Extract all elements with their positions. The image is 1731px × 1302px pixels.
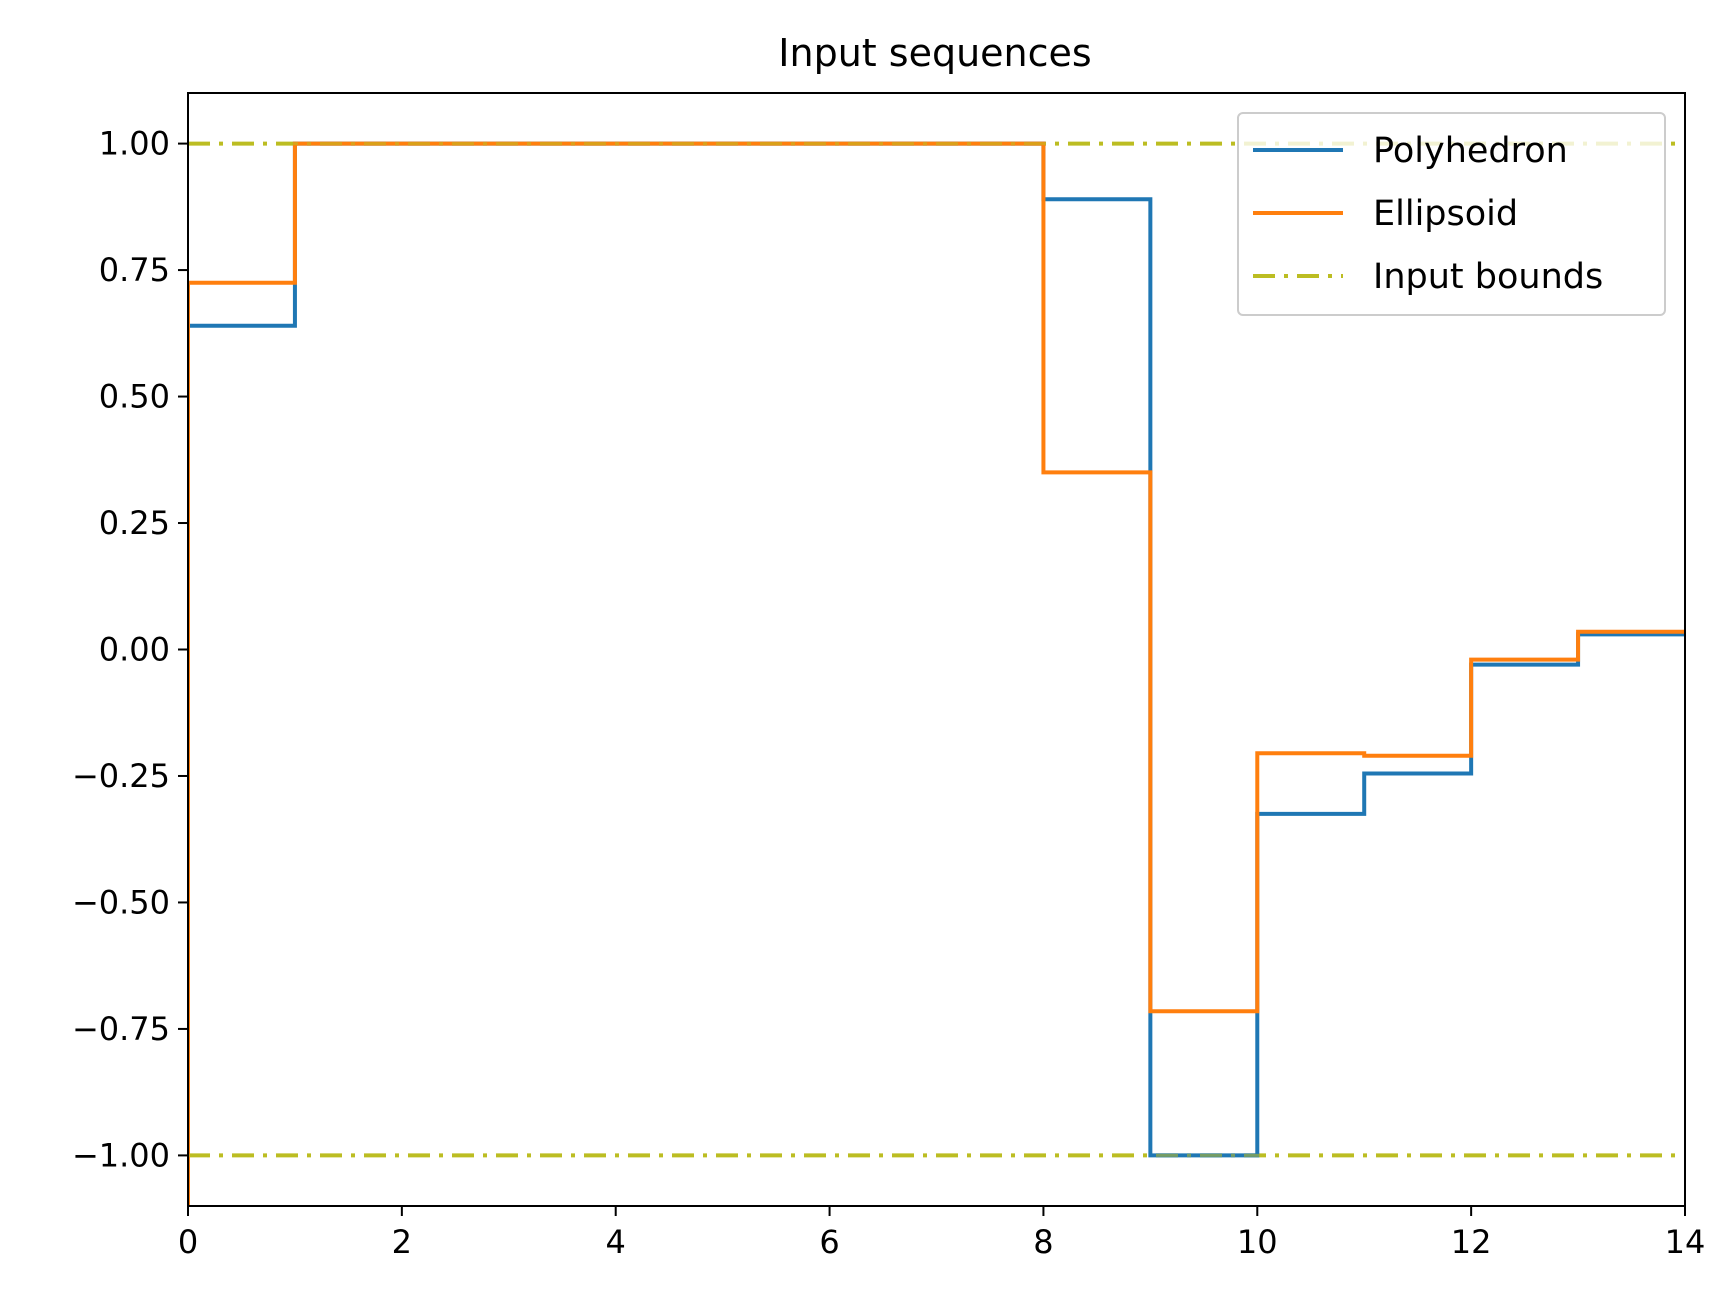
legend-label: Ellipsoid [1373,194,1518,234]
y-tick-label: −0.25 [72,757,170,795]
y-tick-label: 0.25 [99,504,170,542]
y-tick-label: 0.00 [99,631,170,669]
chart-title: Input sequences [778,31,1091,75]
y-tick-label: −0.50 [72,883,170,921]
x-tick-label: 4 [606,1223,626,1261]
legend-label: Input bounds [1373,257,1603,297]
y-tick-label: −1.00 [72,1136,170,1174]
legend-box [1237,112,1666,316]
y-tick-label: −0.75 [72,1010,170,1048]
y-tick-label: 1.00 [99,125,170,163]
plot-area: 0 2 4 6 8 10 12 14 1.00 0.75 0.50 0.25 0.00 −0.25 −0.5… [72,92,1706,1261]
legend: Polyhedron Ellipsoid Input bounds [1237,112,1666,316]
legend-label: Polyhedron [1373,131,1568,171]
x-tick-label: 8 [1033,1223,1053,1261]
y-tick-label: 0.75 [99,251,170,289]
x-tick-label: 6 [819,1223,839,1261]
x-tick-label: 10 [1237,1223,1278,1261]
x-tick-label: 0 [178,1223,198,1261]
x-tick-label: 12 [1451,1223,1492,1261]
x-tick-label: 14 [1665,1223,1706,1261]
y-tick-label: 0.50 [99,378,170,416]
x-tick-label: 2 [392,1223,412,1261]
